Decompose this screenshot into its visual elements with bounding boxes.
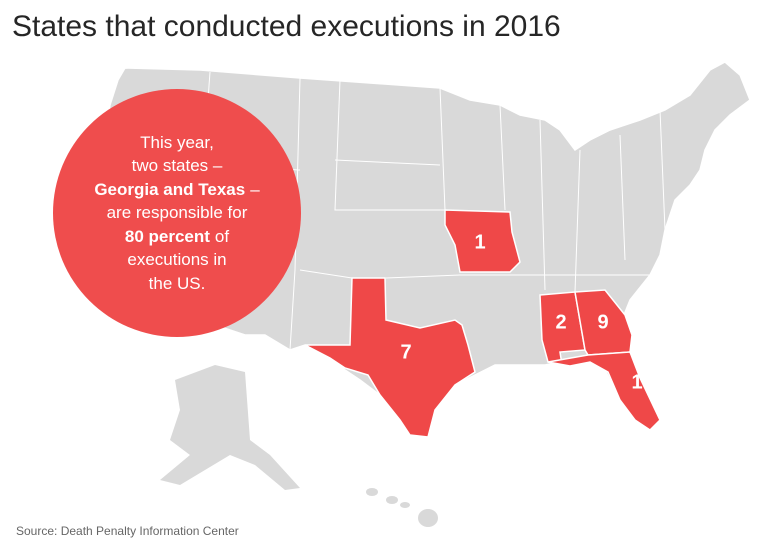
execution-count: 9 (597, 311, 608, 333)
callout-line: This year, (140, 132, 214, 152)
state (304, 277, 476, 438)
hawaii (366, 488, 438, 527)
alaska (160, 365, 300, 490)
source: Source: Death Penalty Information Center (16, 524, 239, 538)
callout-line: the US. (148, 273, 206, 293)
highlighted-states (304, 209, 661, 438)
callout-line: Georgia and Texas – (94, 178, 259, 202)
callout-line: are responsible for (106, 203, 248, 223)
callout-emphasis: 80 percent (124, 226, 210, 246)
execution-count: 1 (474, 231, 485, 253)
state (574, 289, 633, 356)
callout-text: of (214, 226, 230, 246)
title: States that conducted executions in 2016 (12, 10, 561, 43)
callout-text: – (250, 179, 260, 199)
callout-line: executions in (127, 250, 227, 270)
callout-emphasis: Georgia and Texas (94, 179, 246, 199)
callout: This year, two states – Georgia and Texas –… (53, 89, 301, 337)
state (444, 209, 521, 273)
callout-line: two states – (131, 156, 223, 176)
execution-count: 7 (400, 341, 411, 363)
execution-count: 1 (631, 371, 642, 393)
callout-line: 80 percent of (125, 225, 229, 249)
state (547, 351, 661, 431)
execution-count: 2 (555, 311, 566, 333)
